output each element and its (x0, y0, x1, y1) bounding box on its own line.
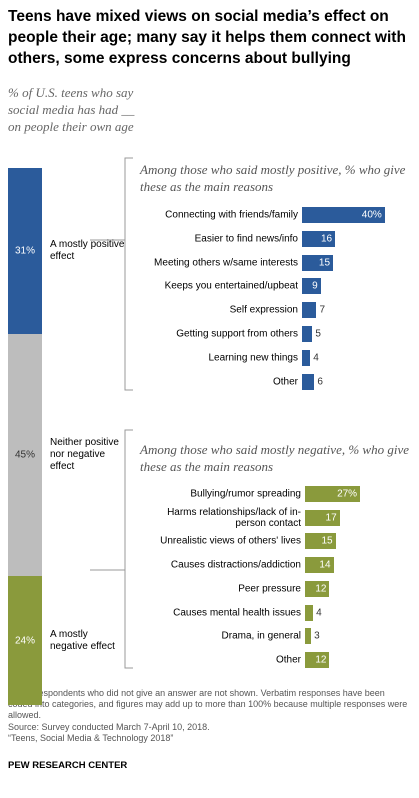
bracket (124, 429, 133, 669)
note: Note: Respondents who did not give an an… (8, 688, 408, 720)
bar (302, 207, 385, 223)
category-label: Self expression (229, 304, 298, 316)
bracket (124, 157, 133, 391)
bar (305, 486, 361, 502)
value-label: 14 (319, 559, 331, 571)
category-label: Causes mental health issues (173, 607, 301, 618)
source: Source: Survey conducted March 7-April 1… (8, 722, 210, 732)
category-label: Meeting others w/same interests (154, 257, 298, 269)
value-label: 16 (320, 233, 333, 245)
title: Teens have mixed views on social media’s… (8, 8, 406, 67)
chart-subtitle: Among those who said mostly positive, % … (140, 162, 406, 194)
bar (305, 604, 314, 621)
category-label: Getting support from others (176, 328, 298, 340)
bar (305, 509, 340, 526)
bar (302, 230, 336, 247)
value-label: 3 (314, 630, 320, 642)
value-label: 15 (318, 257, 331, 269)
segment-label: A mostly positive effect (50, 239, 125, 263)
segment-label: A mostly negative effect (50, 628, 115, 652)
bar (305, 557, 334, 574)
subtitle: % of U.S. teens who say social media has… (8, 85, 135, 134)
value-label: 15 (321, 535, 333, 547)
chart-subtitle: Among those who said mostly negative, % … (140, 442, 409, 474)
bar (305, 628, 312, 645)
category-label: Keeps you entertained/upbeat (164, 280, 298, 292)
bar (302, 373, 315, 390)
segment-value-label: 24% (14, 635, 35, 647)
category-label: Learning new things (208, 352, 298, 364)
value-label: 7 (319, 304, 326, 316)
stack-segment (8, 576, 42, 705)
category-label: Other (272, 376, 298, 388)
bar (302, 278, 321, 295)
category-label: Connecting with friends/family (165, 209, 298, 221)
segment-value-label: 45% (14, 449, 35, 461)
bar (305, 580, 330, 597)
category-label: Causes distractions/addiction (170, 559, 301, 571)
bar (302, 349, 311, 366)
segment-value-label: 31% (14, 245, 35, 257)
value-label: 12 (315, 654, 327, 666)
stack-segment (8, 168, 42, 335)
category-label: Peer pressure (238, 583, 301, 595)
value-label: 5 (315, 328, 321, 340)
bar (305, 533, 336, 550)
value-label: 17 (325, 512, 337, 524)
category-label: Easier to find news/info (194, 233, 298, 245)
value-label: 40% (361, 209, 382, 221)
bar (302, 326, 313, 342)
value-label: 12 (315, 583, 327, 595)
category-label: Unrealistic views of others' lives (160, 535, 301, 547)
category-label: Other (275, 654, 301, 666)
category-label: Drama, in general (221, 630, 301, 642)
stack-segment (8, 334, 42, 577)
value-label: 9 (312, 280, 318, 292)
report: “Teens, Social Media & Technology 2018” (8, 733, 174, 743)
value-label: 27% (337, 488, 358, 500)
value-label: 4 (316, 607, 322, 618)
bar (302, 254, 334, 271)
value-label: 6 (317, 376, 323, 388)
category-label: Harms relationships/lack of in-person co… (167, 506, 301, 529)
category-label: Bullying/rumor spreading (190, 488, 301, 500)
segment-label: Neither positive nor negative effect (50, 437, 119, 473)
bar (302, 302, 317, 319)
value-label: 4 (313, 352, 319, 364)
bar (305, 651, 330, 668)
org: PEW RESEARCH CENTER (8, 760, 128, 771)
